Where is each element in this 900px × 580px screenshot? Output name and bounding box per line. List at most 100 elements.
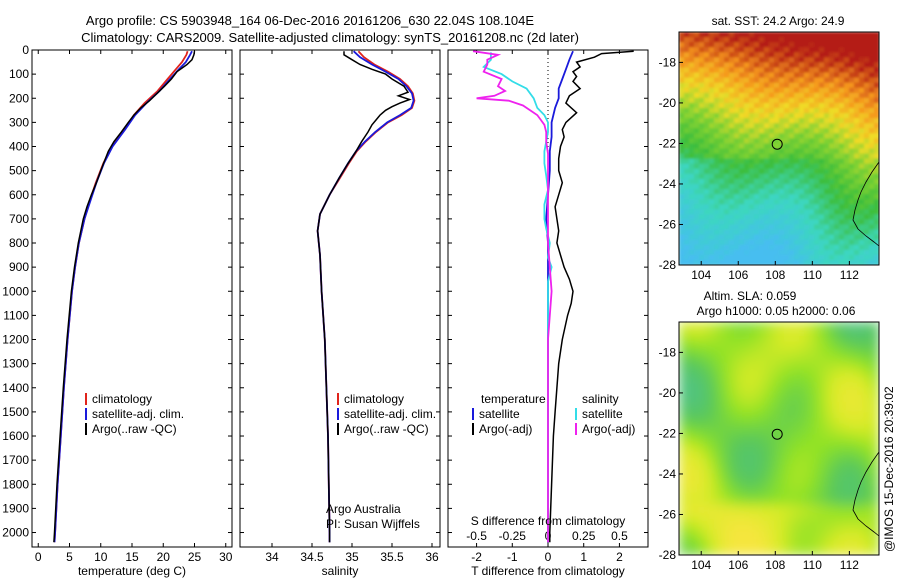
heatmap-cell: [844, 534, 850, 541]
heatmap-cell: [704, 519, 710, 526]
heatmap-cell: [754, 97, 760, 104]
heatmap-cell: [729, 67, 735, 74]
heatmap-cell: [739, 458, 745, 465]
heatmap-cell: [679, 342, 685, 348]
heatmap-cell: [689, 224, 695, 231]
heatmap-cell: [719, 62, 725, 69]
heatmap-cell: [769, 468, 775, 475]
heatmap-cell: [799, 259, 805, 265]
heatmap-cell: [784, 82, 790, 89]
heatmap-cell: [734, 397, 740, 404]
heatmap-cell: [839, 438, 845, 445]
heatmap-cell: [719, 372, 725, 379]
heatmap-cell: [829, 509, 835, 516]
heatmap-cell: [819, 219, 825, 226]
heatmap-cell: [844, 189, 850, 195]
heatmap-cell: [704, 204, 710, 210]
heatmap-cell: [809, 357, 815, 364]
heatmap-cell: [849, 337, 855, 343]
heatmap-cell: [799, 148, 805, 155]
heatmap-cell: [854, 67, 860, 74]
heatmap-cell: [859, 32, 865, 38]
heatmap-cell: [704, 244, 710, 251]
heatmap-cell: [739, 97, 745, 104]
legend-label-satellite: satellite-adj. clim.: [92, 407, 184, 421]
heatmap-cell: [684, 413, 690, 419]
heatmap-cell: [869, 163, 875, 170]
heatmap-cell: [704, 544, 710, 551]
heatmap-cell: [739, 47, 745, 53]
heatmap-cell: [794, 32, 800, 38]
heatmap-cell: [719, 97, 725, 104]
heatmap-cell: [729, 327, 735, 333]
heatmap-cell: [699, 534, 705, 541]
heatmap-cell: [819, 254, 825, 261]
heatmap-cell: [754, 249, 760, 256]
heatmap-cell: [799, 229, 805, 236]
heatmap-cell: [789, 519, 795, 526]
heatmap-cell: [684, 37, 690, 43]
heatmap-cell: [819, 123, 825, 129]
heatmap-cell: [694, 479, 700, 485]
heatmap-cell: [834, 443, 840, 450]
heatmap-cell: [769, 484, 775, 490]
y-tick-label: 1800: [2, 477, 29, 491]
heatmap-cell: [704, 32, 710, 38]
heatmap-cell: [704, 387, 710, 394]
heatmap-cell: [854, 143, 860, 150]
heatmap-cell: [779, 549, 785, 555]
heatmap-cell: [854, 87, 860, 94]
heatmap-cell: [844, 178, 850, 185]
heatmap-cell: [844, 97, 850, 104]
heatmap-cell: [734, 529, 740, 536]
heatmap-cell: [869, 234, 875, 241]
legend-label-argo: Argo(..raw -QC): [344, 422, 429, 436]
heatmap-cell: [714, 168, 720, 175]
heatmap-cell: [699, 102, 705, 109]
heatmap-cell: [849, 382, 855, 389]
heatmap-cell: [724, 499, 730, 505]
heatmap-cell: [839, 524, 845, 531]
heatmap-cell: [779, 484, 785, 490]
heatmap-cell: [849, 158, 855, 165]
heatmap-cell: [824, 254, 830, 261]
heatmap-cell: [869, 143, 875, 150]
heatmap-cell: [854, 128, 860, 134]
heatmap-cell: [874, 367, 879, 374]
heatmap-cell: [754, 463, 760, 470]
heatmap-cell: [689, 138, 695, 145]
heatmap-cell: [824, 178, 830, 185]
heatmap-cell: [749, 504, 755, 511]
x-tick-label: 34: [265, 550, 279, 564]
heatmap-cell: [834, 234, 840, 241]
heatmap-cell: [724, 82, 730, 89]
heatmap-cell: [764, 42, 770, 48]
heatmap-cell: [704, 382, 710, 389]
heatmap-cell: [679, 433, 685, 440]
heatmap-cell: [854, 403, 860, 409]
heatmap-cell: [759, 352, 765, 359]
heatmap-cell: [739, 102, 745, 109]
heatmap-cell: [834, 123, 840, 129]
heatmap-cell: [689, 367, 695, 374]
heatmap-cell: [799, 92, 805, 99]
heatmap-cell: [774, 128, 780, 134]
heatmap-cell: [694, 504, 700, 511]
heatmap-cell: [809, 413, 815, 419]
heatmap-cell: [794, 42, 800, 48]
heatmap-cell: [804, 67, 810, 74]
heatmap-cell: [829, 244, 835, 251]
heatmap-cell: [834, 342, 840, 348]
heatmap-cell: [829, 413, 835, 419]
heatmap-cell: [849, 529, 855, 536]
heatmap-cell: [809, 62, 815, 69]
heatmap-cell: [794, 418, 800, 424]
heatmap-cell: [749, 322, 755, 328]
heatmap-cell: [774, 357, 780, 364]
heatmap-cell: [714, 458, 720, 465]
heatmap-cell: [679, 463, 685, 470]
y-tick-label: 1900: [2, 501, 29, 515]
heatmap-cell: [739, 433, 745, 440]
heatmap-cell: [699, 77, 705, 84]
heatmap-cell: [849, 133, 855, 139]
